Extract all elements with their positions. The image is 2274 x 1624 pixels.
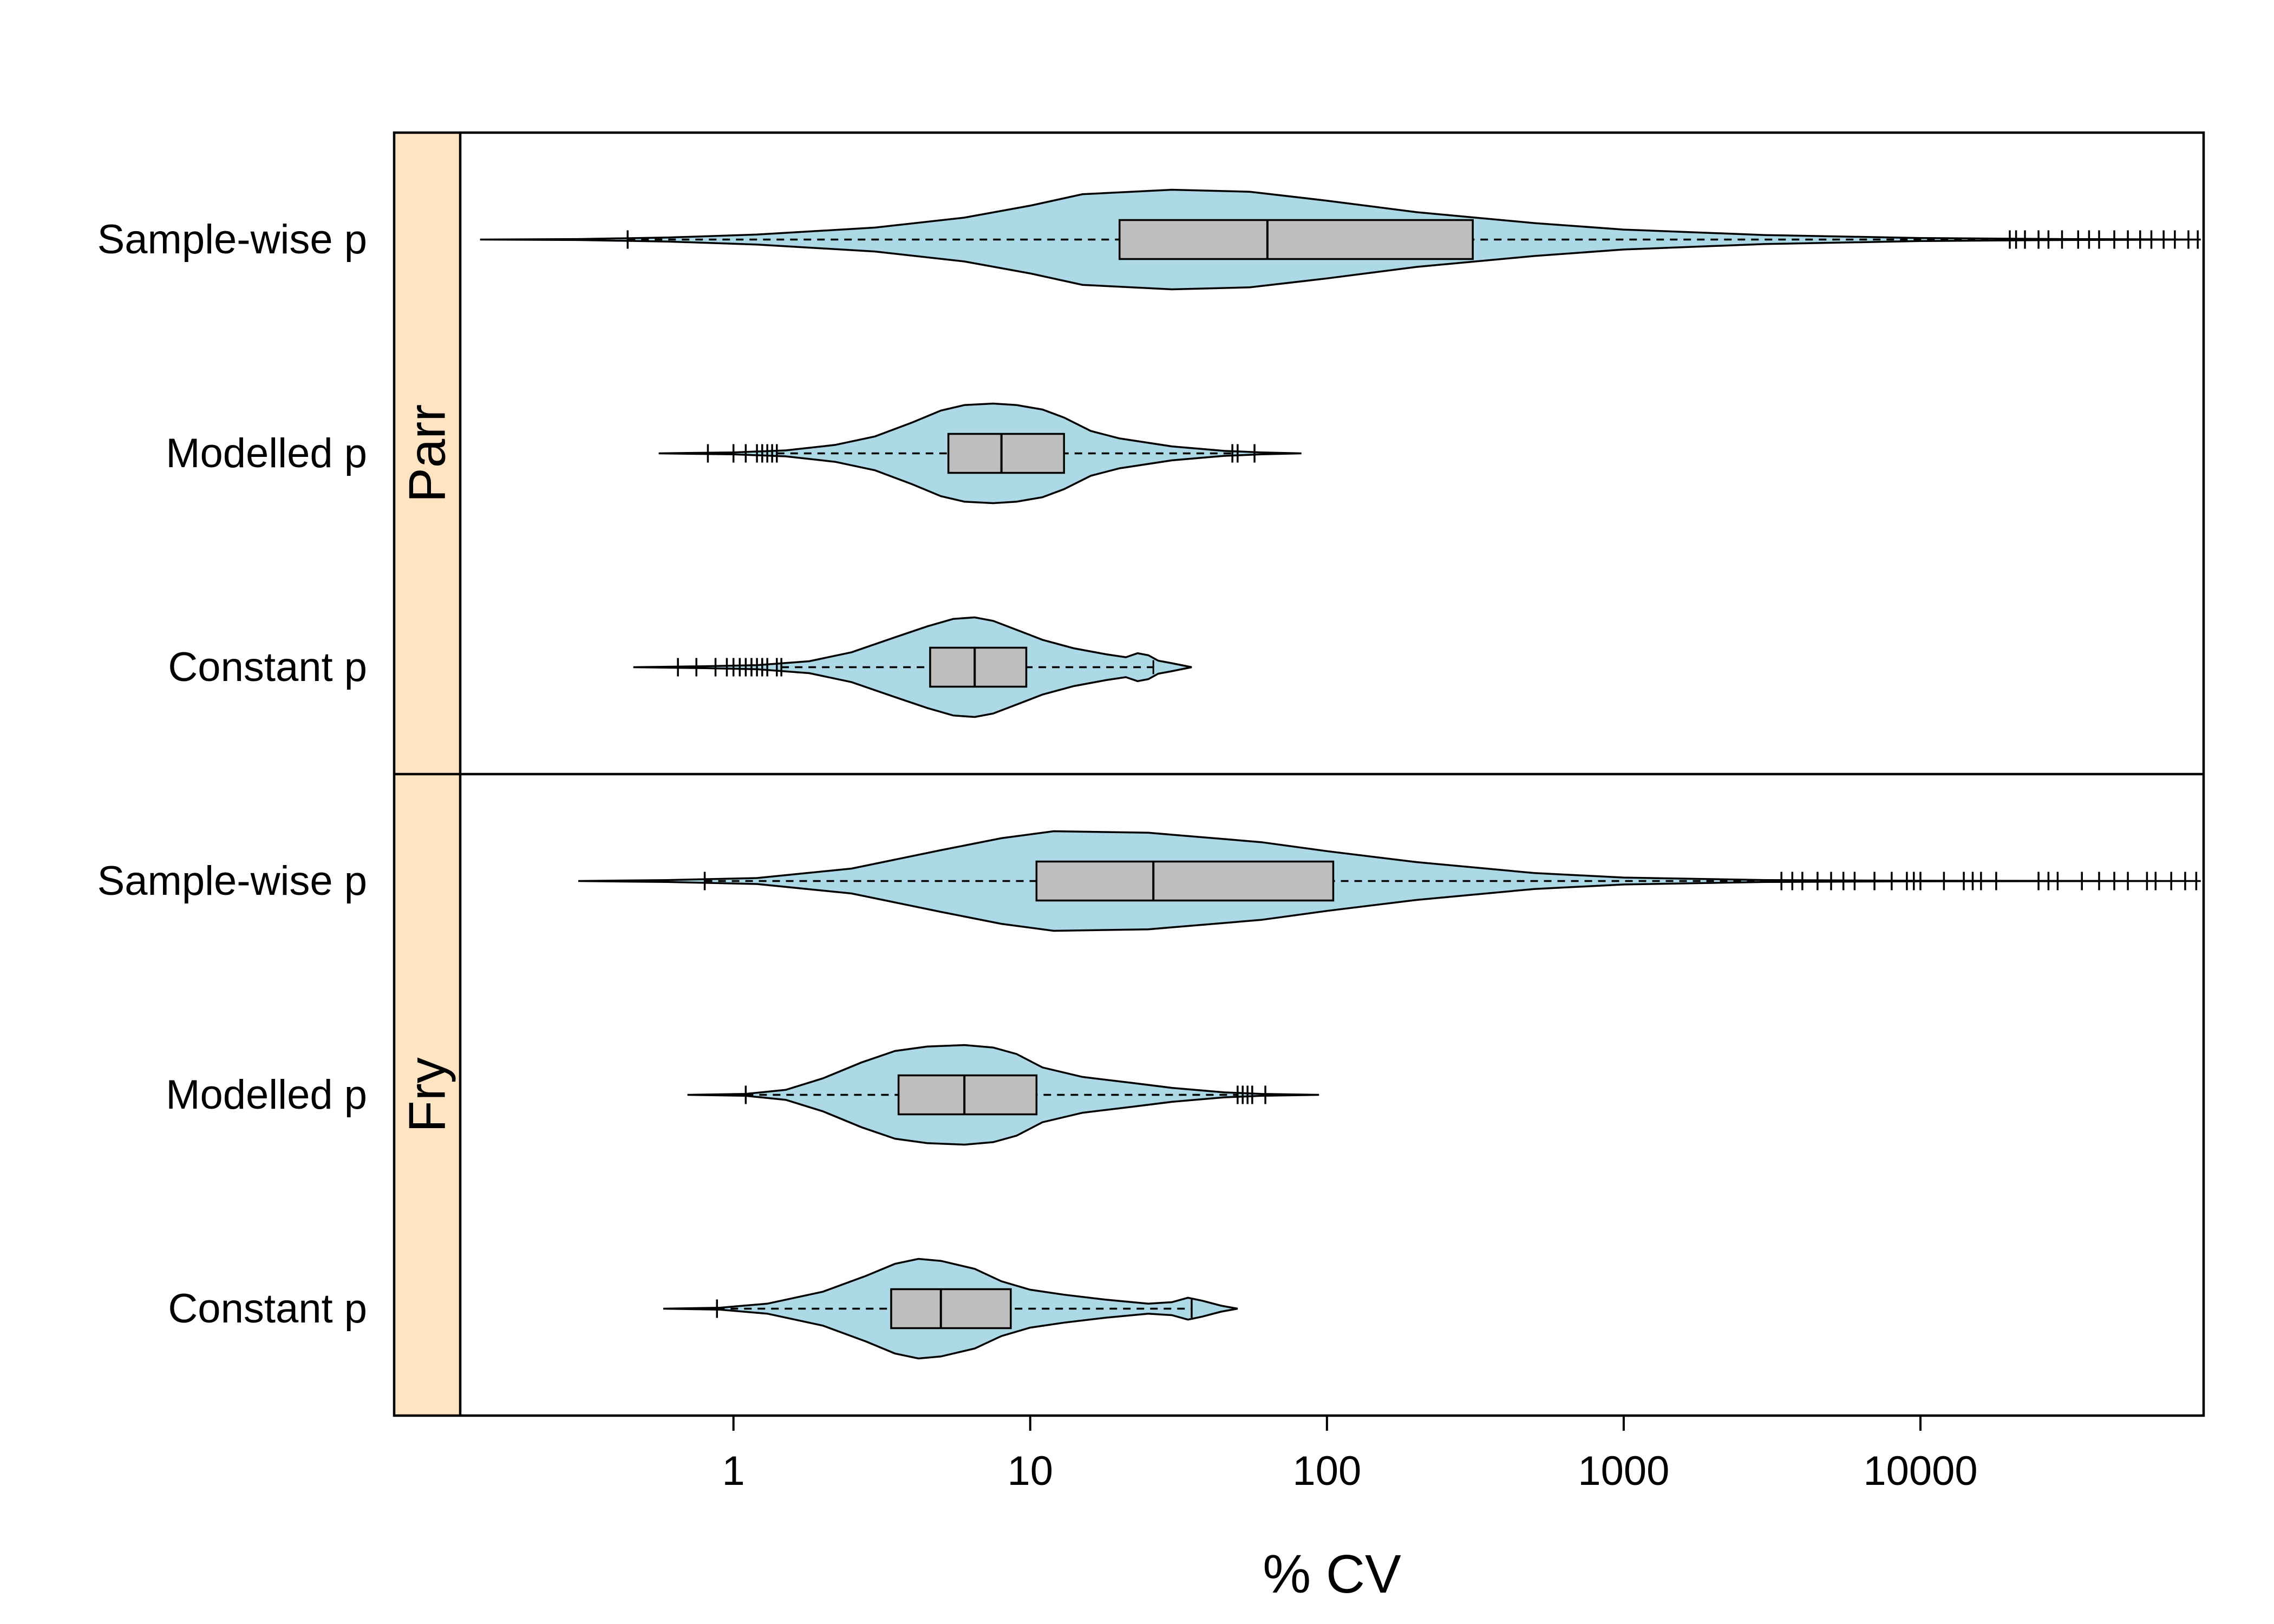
panel-label-parr: Parr xyxy=(398,404,456,502)
x-tick-label: 10 xyxy=(1007,1448,1053,1494)
violin-group-fry-modelled-p: Modelled p xyxy=(166,1044,1319,1146)
violin-group-parr-sample-wise-p: Sample-wise p xyxy=(97,188,2201,291)
iqr-box xyxy=(890,1288,1012,1330)
violin-body xyxy=(633,616,1192,718)
category-label: Constant p xyxy=(168,1286,367,1332)
violin-group-fry-constant-p: Constant p xyxy=(168,1258,1238,1360)
x-tick-label: 100 xyxy=(1292,1448,1361,1494)
iqr-box xyxy=(947,433,1065,474)
panels-layer: Parr Fry xyxy=(394,133,460,1416)
violin-group-fry-sample-wise-p: Sample-wise p xyxy=(97,830,2201,932)
x-axis: 1 10 100 1000 10000 xyxy=(722,1416,1978,1494)
category-label: Modelled p xyxy=(166,1072,367,1118)
category-label: Modelled p xyxy=(166,430,367,476)
iqr-box xyxy=(897,1074,1038,1116)
violins-layer: Sample-wise p Modelled p Constant p Sample-… xyxy=(97,188,2201,1360)
violin-group-parr-modelled-p: Modelled p xyxy=(166,402,1302,505)
panel-label-fry: Fry xyxy=(398,1057,456,1132)
plot-frame-layer xyxy=(393,131,2205,1417)
category-label: Sample-wise p xyxy=(97,217,367,263)
category-label: Constant p xyxy=(168,644,367,690)
violin-body xyxy=(578,830,2201,932)
panel-strip-fry xyxy=(394,774,460,1416)
panel-strip-parr xyxy=(394,133,460,774)
x-tick-label: 10000 xyxy=(1863,1448,1977,1494)
iqr-box xyxy=(1035,860,1335,902)
x-tick-label: 1 xyxy=(722,1448,745,1494)
category-label: Sample-wise p xyxy=(97,858,367,904)
iqr-box xyxy=(1118,219,1474,260)
violin-group-parr-constant-p: Constant p xyxy=(168,616,1192,718)
iqr-box xyxy=(929,646,1028,688)
x-axis-label: % CV xyxy=(1263,1544,1401,1605)
x-tick-label: 1000 xyxy=(1578,1448,1669,1494)
